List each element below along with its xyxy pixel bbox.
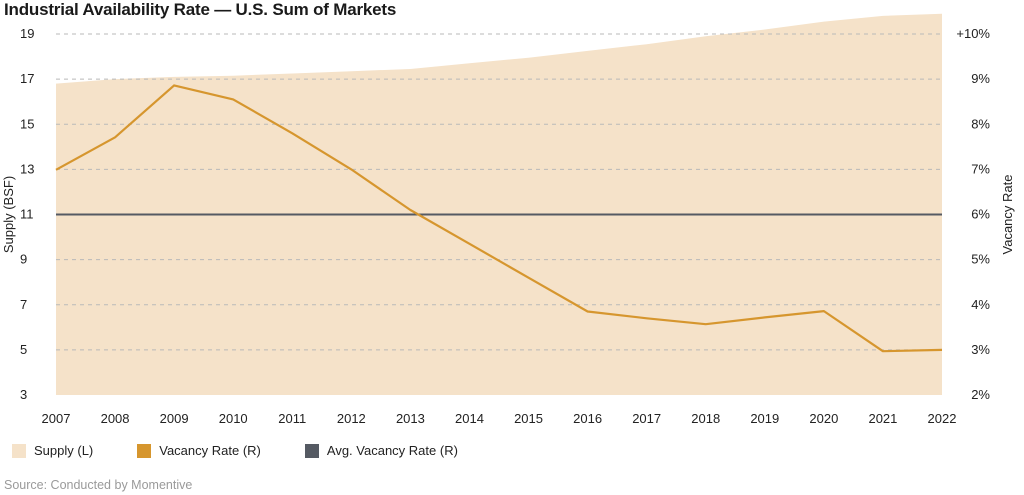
x-tick-label: 2016 xyxy=(573,411,602,426)
legend-swatch-avg-vacancy-rate xyxy=(304,443,319,458)
legend-swatch-supply xyxy=(12,443,26,458)
chart-legend: Supply (L) Vacancy Rate (R) Avg. Vacancy… xyxy=(12,443,502,458)
x-tick-label: 2011 xyxy=(278,411,306,426)
y-right-tick-label: 4% xyxy=(971,297,990,312)
legend-swatch-vacancy-rate xyxy=(137,443,152,458)
y-right-tick-label: 8% xyxy=(971,116,990,131)
y-left-tick-label: 3 xyxy=(20,387,27,402)
vacancy-rate-line xyxy=(55,84,943,353)
legend-item-supply: Supply (L) xyxy=(12,443,93,458)
y-left-tick-label: 13 xyxy=(20,161,34,176)
y-left-tick-label: 5 xyxy=(20,342,27,357)
y-right-tick-label: 5% xyxy=(971,252,990,267)
legend-label-vacancy-rate: Vacancy Rate (R) xyxy=(159,443,261,458)
x-tick-label: 2007 xyxy=(42,411,71,426)
x-tick-label: 2018 xyxy=(691,411,720,426)
y-right-tick-label: 6% xyxy=(971,207,990,222)
y-left-tick-label: 19 xyxy=(20,26,34,41)
x-tick-label: 2012 xyxy=(337,411,366,426)
y-right-tick-label: 7% xyxy=(971,161,990,176)
x-tick-label: 2009 xyxy=(160,411,189,426)
chart-title: Industrial Availability Rate — U.S. Sum … xyxy=(4,0,397,19)
y-right-axis-title: Vacancy Rate xyxy=(1000,175,1015,255)
x-tick-label: 2008 xyxy=(101,411,130,426)
y-right-tick-label: 2% xyxy=(971,387,990,402)
x-tick-label: 2019 xyxy=(750,411,779,426)
y-left-tick-label: 9 xyxy=(20,252,27,267)
legend-item-avg-vacancy-rate: Avg. Vacancy Rate (R) xyxy=(304,443,458,458)
y-left-tick-label: 15 xyxy=(20,116,34,131)
legend-label-avg-vacancy-rate: Avg. Vacancy Rate (R) xyxy=(326,443,458,458)
y-right-tick-label: 9% xyxy=(971,71,990,86)
x-tick-label: 2015 xyxy=(514,411,543,426)
y-right-tick-label: 3% xyxy=(971,342,990,357)
x-tick-label: 2013 xyxy=(396,411,425,426)
x-tick-label: 2020 xyxy=(809,411,838,426)
legend-label-supply: Supply (L) xyxy=(34,443,94,458)
supply-area xyxy=(56,13,942,395)
x-tick-label: 2017 xyxy=(632,411,661,426)
y-left-axis-title: Supply (BSF) xyxy=(1,176,16,253)
source-note: Source: Conducted by Momentive xyxy=(4,478,193,492)
x-tick-label: 2022 xyxy=(928,411,957,426)
y-left-tick-label: 11 xyxy=(20,207,34,222)
x-tick-label: 2021 xyxy=(868,411,897,426)
y-left-tick-label: 17 xyxy=(20,71,34,86)
x-tick-label: 2010 xyxy=(219,411,248,426)
x-tick-label: 2014 xyxy=(455,411,484,426)
y-left-tick-label: 7 xyxy=(20,297,27,312)
legend-item-vacancy-rate: Vacancy Rate (R) xyxy=(137,443,261,458)
y-right-tick-label: +10% xyxy=(956,26,990,41)
chart-plot: 19 17 15 13 11 9 7 5 3 +10% 9% 8% 7% 6% 5% 4% 3% 2% 2007 20… xyxy=(1,13,1015,426)
